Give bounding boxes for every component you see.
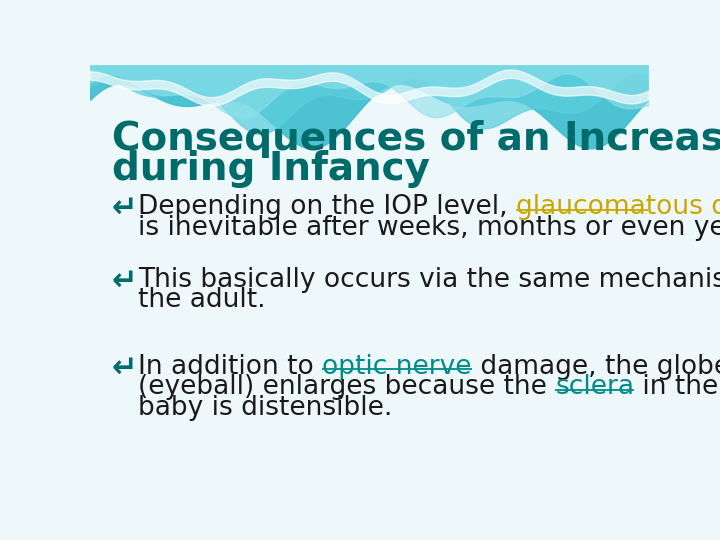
Text: optic nerve: optic nerve xyxy=(322,354,472,380)
Text: This basically occurs via the same mechanisms as in: This basically occurs via the same mecha… xyxy=(138,267,720,293)
Text: damage, the globe: damage, the globe xyxy=(472,354,720,380)
Text: baby is distensible.: baby is distensible. xyxy=(138,395,392,421)
Text: in the eye of a: in the eye of a xyxy=(634,374,720,400)
Text: ↵: ↵ xyxy=(112,194,138,223)
Text: In addition to: In addition to xyxy=(138,354,322,380)
Text: ↵: ↵ xyxy=(112,267,138,295)
Text: Depending on the IOP level,: Depending on the IOP level, xyxy=(138,194,516,220)
Text: during Infancy: during Infancy xyxy=(112,150,430,187)
Text: Consequences of an Increased IOP: Consequences of an Increased IOP xyxy=(112,120,720,158)
Text: ↵: ↵ xyxy=(112,354,138,382)
Text: (eyeball) enlarges because the: (eyeball) enlarges because the xyxy=(138,374,555,400)
Text: glaucomatous damage: glaucomatous damage xyxy=(516,194,720,220)
Text: the adult.: the adult. xyxy=(138,287,266,313)
Text: is inevitable after weeks, months or even years.: is inevitable after weeks, months or eve… xyxy=(138,215,720,241)
Text: sclera: sclera xyxy=(555,374,634,400)
